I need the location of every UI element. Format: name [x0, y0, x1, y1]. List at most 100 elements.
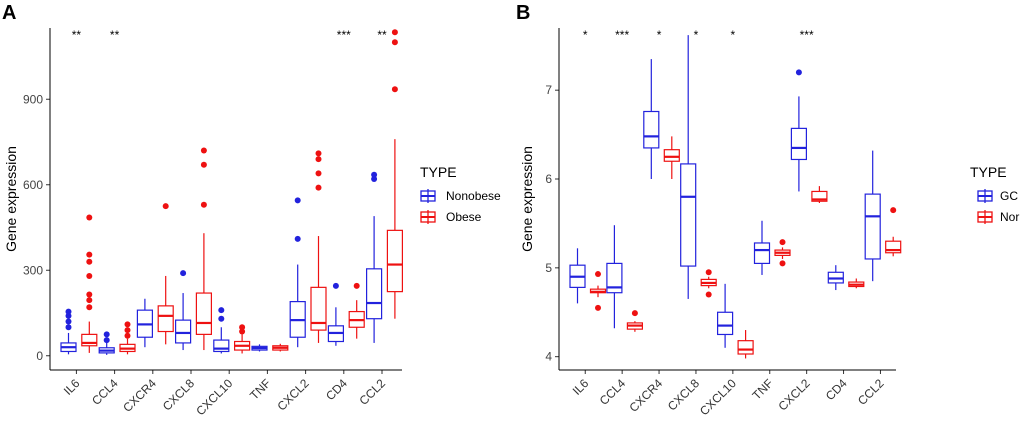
- box-nor-ccl4: [626, 310, 644, 332]
- box-obese-il6: [81, 214, 98, 353]
- panel-b-y-axis: 4 5 6 7: [545, 83, 559, 364]
- outlier-point: [391, 39, 398, 46]
- x-tick-label: IL6: [61, 376, 83, 398]
- panel-b-y-axis-title: Gene expression: [519, 146, 535, 252]
- box-body: [310, 286, 327, 331]
- outlier-point: [162, 203, 169, 210]
- y-tick-label: 5: [545, 261, 552, 275]
- box-nonobese-cxcl8: [175, 270, 192, 351]
- box-body: [737, 340, 754, 355]
- outlier-point: [294, 197, 301, 204]
- significance-mark: *: [657, 28, 662, 42]
- box-body: [195, 292, 212, 335]
- box-nonobese-ccl4: [98, 331, 115, 355]
- outlier-point: [86, 251, 93, 258]
- box-gc-cxcr4: [643, 59, 660, 180]
- outlier-point: [315, 170, 322, 177]
- panel-b-boxes: [569, 35, 902, 359]
- outlier-point: [86, 291, 93, 298]
- x-tick-label: CCL4: [89, 376, 121, 408]
- box-obese-cxcl10: [234, 324, 251, 354]
- box-obese-cxcl2: [310, 150, 327, 343]
- outlier-point: [391, 29, 398, 36]
- outlier-point: [315, 184, 322, 191]
- y-tick-label: 900: [23, 92, 43, 106]
- panel-a-y-axis: 0 300 600 900: [23, 92, 50, 363]
- panel-a-significance: ** ** *** **: [72, 28, 387, 42]
- outlier-point: [315, 150, 322, 157]
- outlier-point: [239, 324, 246, 331]
- box-nor-il6: [589, 271, 607, 311]
- box-body: [811, 190, 828, 202]
- box-body: [864, 193, 881, 260]
- outlier-point: [239, 328, 246, 335]
- x-tick-label: CXCL10: [697, 376, 739, 418]
- x-tick-label: CCL2: [357, 376, 389, 408]
- significance-mark: ***: [615, 28, 629, 42]
- outlier-point: [200, 201, 207, 208]
- panel-a-legend-label-1: Obese: [446, 210, 482, 224]
- box-body: [81, 333, 98, 347]
- outlier-point: [705, 291, 712, 298]
- x-tick-label: TNF: [749, 376, 775, 402]
- significance-mark: **: [110, 28, 120, 42]
- x-tick-label: CD4: [823, 376, 850, 403]
- outlier-point: [124, 327, 131, 334]
- outlier-point: [200, 147, 207, 154]
- box-gc-ccl4: [606, 225, 623, 329]
- x-tick-label: CCL2: [855, 376, 887, 408]
- y-tick-label: 6: [545, 172, 552, 186]
- outlier-point: [595, 271, 601, 278]
- outlier-point: [890, 207, 897, 214]
- box-body: [606, 262, 623, 294]
- y-tick-label: 4: [545, 350, 552, 364]
- y-tick-label: 300: [23, 263, 43, 277]
- box-nonobese-cd4: [327, 282, 344, 346]
- outlier-point: [124, 321, 131, 328]
- outlier-point: [180, 270, 187, 277]
- y-tick-label: 0: [36, 349, 43, 363]
- box-body: [790, 127, 808, 161]
- panel-b-label: B: [516, 2, 530, 24]
- outlier-point: [65, 318, 72, 325]
- x-tick-label: CXCL8: [160, 376, 197, 413]
- x-tick-label: CXCR4: [120, 376, 159, 415]
- box-body: [663, 149, 680, 162]
- y-tick-label: 600: [23, 178, 43, 192]
- box-nor-cxcl8: [700, 269, 717, 298]
- outlier-point: [218, 307, 225, 314]
- box-nonobese-cxcl10: [213, 307, 230, 354]
- outlier-point: [218, 315, 225, 322]
- panel-b-legend-label-1: Nor: [1000, 210, 1019, 224]
- box-body: [643, 110, 660, 149]
- box-nonobese-cxcl2: [289, 197, 306, 348]
- x-tick-label: CCL4: [597, 376, 629, 408]
- box-body: [753, 242, 771, 265]
- significance-mark: ***: [800, 28, 814, 42]
- outlier-point: [65, 308, 72, 315]
- outlier-point: [595, 304, 601, 311]
- panel-a-label: A: [2, 2, 16, 24]
- box-body: [680, 163, 697, 267]
- panel-a-y-axis-title: Gene expression: [3, 146, 19, 252]
- outlier-point: [103, 337, 110, 344]
- significance-mark: *: [731, 28, 736, 42]
- panel-b-legend: TYPE GC Nor: [970, 164, 1019, 224]
- outlier-point: [371, 176, 378, 183]
- box-obese-tnf: [272, 343, 289, 352]
- box-nor-ccl2: [885, 207, 902, 257]
- outlier-point: [795, 69, 802, 76]
- panel-b-legend-key-1: [977, 210, 993, 224]
- significance-mark: **: [377, 28, 387, 42]
- outlier-point: [65, 324, 72, 331]
- outlier-point: [315, 156, 322, 163]
- outlier-point: [353, 282, 360, 289]
- box-body: [386, 229, 403, 293]
- box-gc-il6: [569, 248, 586, 304]
- box-gc-cxcl8: [680, 35, 697, 299]
- box-obese-cxcl8: [195, 147, 212, 351]
- box-body: [157, 305, 174, 333]
